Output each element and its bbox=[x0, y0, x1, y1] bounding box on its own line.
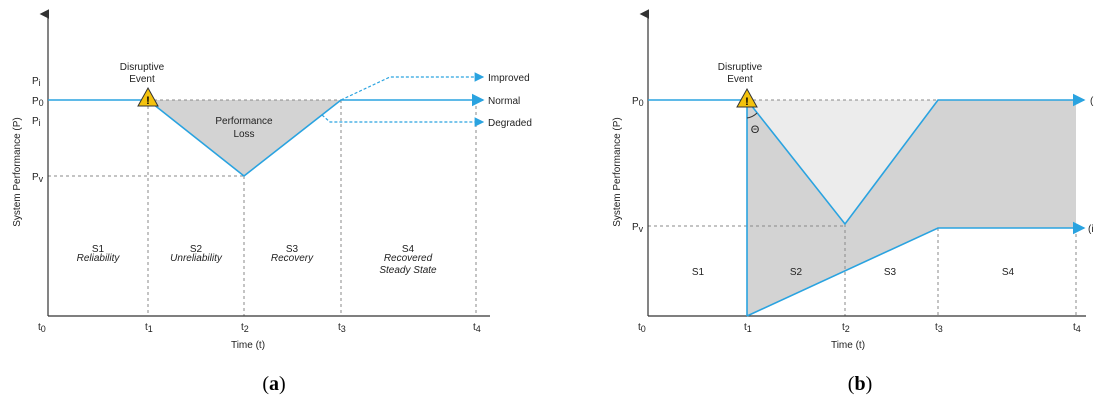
event-label-b-1: Disruptive bbox=[718, 62, 763, 73]
x-axis-title: Time (t) bbox=[231, 340, 265, 351]
x-tick-t2: t2 bbox=[241, 322, 249, 334]
y-tick-p-i-top: Pi bbox=[32, 76, 41, 88]
y-axis-title-b: System Performance (P) bbox=[612, 117, 623, 226]
stage-s3-desc: Recovery bbox=[271, 253, 314, 264]
y-tick-p-v: Pv bbox=[32, 172, 44, 184]
x-tick-b-t1: t1 bbox=[744, 322, 752, 334]
y-tick-b-pv: Pv bbox=[632, 222, 644, 234]
outcome-degraded: Degraded bbox=[488, 118, 532, 129]
svg-text:!: ! bbox=[146, 95, 150, 107]
stage-s2: S2 bbox=[190, 244, 203, 255]
svg-text:!: ! bbox=[745, 96, 749, 108]
right-label-lower: (i bbox=[1088, 224, 1094, 235]
degraded-path bbox=[321, 114, 485, 127]
caption-b: (b) bbox=[848, 373, 872, 395]
event-label-1: Disruptive bbox=[120, 62, 165, 73]
stage-b-s1: S1 bbox=[692, 267, 705, 278]
shaded-region-light bbox=[747, 100, 938, 224]
loss-label-2: Loss bbox=[233, 129, 254, 140]
theta-label: Θ bbox=[751, 124, 760, 136]
x-tick-t1: t1 bbox=[145, 322, 153, 334]
stage-s4-desc-2: Steady State bbox=[379, 265, 437, 276]
x-tick-b-t0: t0 bbox=[638, 322, 646, 334]
v-curve-b bbox=[746, 99, 1076, 226]
stage-s4: S4 bbox=[402, 244, 415, 255]
stage-s1: S1 bbox=[92, 244, 105, 255]
warning-icon: ! bbox=[137, 86, 159, 107]
x-tick-b-t3: t3 bbox=[935, 322, 943, 334]
x-tick-t3: t3 bbox=[338, 322, 346, 334]
stage-s1-desc: Reliability bbox=[77, 253, 121, 264]
stage-b-s2: S2 bbox=[790, 267, 803, 278]
rising-curve-b bbox=[746, 227, 1076, 317]
caption-a: (a) bbox=[262, 373, 285, 395]
stage-s2-desc: Unreliability bbox=[170, 253, 223, 264]
warning-icon-b: ! bbox=[736, 87, 758, 108]
x-axis-title-b: Time (t) bbox=[831, 340, 865, 351]
loss-label-1: Performance bbox=[215, 116, 273, 127]
stage-s3: S3 bbox=[286, 244, 299, 255]
theta-arc bbox=[746, 112, 758, 119]
performance-curve bbox=[48, 99, 476, 178]
y-tick-p-0: P0 bbox=[32, 96, 44, 108]
panel-a: Performance Loss ! Disruptive Event Pi P bbox=[12, 9, 532, 395]
y-tick-p-i: Pi bbox=[32, 116, 41, 128]
panel-a-guides bbox=[48, 99, 477, 316]
x-tick-t4: t4 bbox=[473, 322, 481, 334]
performance-loss-area bbox=[148, 100, 341, 176]
event-label-2: Event bbox=[129, 74, 155, 85]
y-axis-title: System Performance (P) bbox=[12, 117, 23, 226]
x-tick-b-t4: t4 bbox=[1073, 322, 1081, 334]
x-tick-t0: t0 bbox=[38, 322, 46, 334]
x-tick-b-t2: t2 bbox=[842, 322, 850, 334]
outcome-normal: Normal bbox=[488, 96, 520, 107]
improved-path bbox=[340, 72, 485, 101]
stage-s4-desc-1: Recovered bbox=[384, 253, 433, 264]
event-label-b-2: Event bbox=[727, 74, 753, 85]
outcome-improved: Improved bbox=[488, 73, 530, 84]
panel-b: Θ ! Disruptive Event P0 Pv t0 t1 t2 t3 t… bbox=[612, 9, 1094, 395]
stage-b-s4: S4 bbox=[1002, 267, 1015, 278]
y-tick-b-p0: P0 bbox=[632, 96, 644, 108]
stage-b-s3: S3 bbox=[884, 267, 897, 278]
right-label-upper: ( bbox=[1090, 96, 1094, 107]
